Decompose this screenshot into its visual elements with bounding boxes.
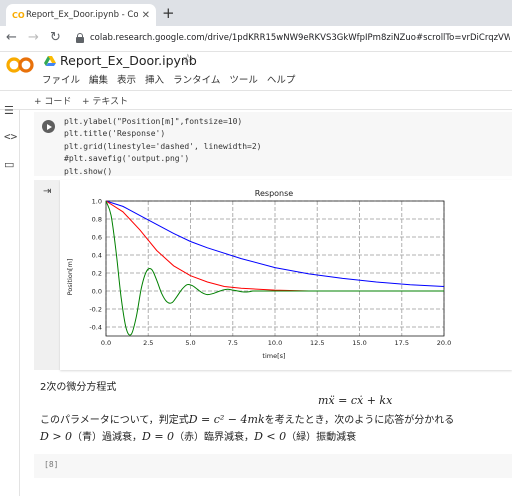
y-tick-label: -0.2 xyxy=(89,305,102,313)
chart-title: Response xyxy=(255,189,294,198)
code-line: plt.grid(linestyle='dashed', linewidth=2… xyxy=(64,141,262,151)
star-icon[interactable]: ☆ xyxy=(182,52,194,67)
md-text: （緑）振動減衰 xyxy=(286,432,357,443)
code-line: #plt.savefig('output.png') xyxy=(64,154,190,164)
menu-view[interactable]: 表示 xyxy=(117,75,137,86)
x-tick-label: 0.0 xyxy=(101,339,111,347)
series-line xyxy=(105,200,444,336)
menu-runtime[interactable]: ランタイム xyxy=(173,75,221,86)
menu-edit[interactable]: 編集 xyxy=(89,75,109,86)
browser-tab-strip: CO Report_Ex_Door.ipynb - Colaborat ✕ + xyxy=(0,0,512,26)
output-gutter xyxy=(34,180,60,370)
code-line: plt.show() xyxy=(64,166,113,176)
menu-insert[interactable]: 挿入 xyxy=(145,75,165,86)
run-cell-icon[interactable] xyxy=(42,120,55,133)
series-line xyxy=(105,200,445,287)
menu-tools[interactable]: ツール xyxy=(229,75,258,86)
menu-help[interactable]: ヘルプ xyxy=(266,75,296,86)
y-tick-label: 0.0 xyxy=(92,287,102,295)
new-tab-icon[interactable]: + xyxy=(162,4,175,22)
notebook-title[interactable]: Report_Ex_Door.ipynb xyxy=(60,53,197,68)
md-text: を考えたとき，次のように応答が分かれる xyxy=(264,415,455,426)
y-tick-label: 0.4 xyxy=(92,251,102,259)
code-line: plt.title('Response') xyxy=(64,129,166,139)
lock-icon xyxy=(76,33,84,43)
browser-toolbar: ← → ↻ colab.research.google.com/drive/1p… xyxy=(0,26,512,52)
code-line: plt.ylabel("Position[m]",fontsize=10) xyxy=(64,117,243,126)
close-tab-icon[interactable]: ✕ xyxy=(141,9,150,21)
md-text: （赤）臨界減衰， xyxy=(174,432,255,443)
md-equation: mẍ = cẋ + kx xyxy=(318,394,393,407)
md-math: D = c² − 4mk xyxy=(188,413,265,426)
output-area xyxy=(60,180,512,370)
code-editor[interactable]: plt.ylabel("Position[m]",fontsize=10) pl… xyxy=(64,116,261,178)
y-tick-label: -0.4 xyxy=(89,323,102,331)
address-bar[interactable]: colab.research.google.com/drive/1pdKRR15… xyxy=(90,33,510,43)
md-text: （青）過減衰， xyxy=(72,432,143,443)
reload-icon[interactable]: ↻ xyxy=(50,30,61,45)
md-math: D = 0 xyxy=(142,430,175,443)
x-tick-label: 15.0 xyxy=(352,339,366,347)
drive-icon xyxy=(44,56,56,66)
md-line-criterion: このパラメータについて，判定式D = c² − 4mkを考えたとき，次のように応… xyxy=(40,411,454,426)
x-tick-label: 12.5 xyxy=(310,339,324,347)
code-cell[interactable]: plt.ylabel("Position[m]",fontsize=10) pl… xyxy=(34,112,512,176)
x-tick-label: 17.5 xyxy=(395,339,409,347)
y-tick-label: 0.8 xyxy=(92,215,102,223)
y-tick-label: 1.0 xyxy=(92,197,102,205)
forward-icon[interactable]: → xyxy=(28,30,39,45)
colab-logo[interactable] xyxy=(6,56,34,74)
md-text: このパラメータについて，判定式 xyxy=(40,415,189,426)
toc-icon[interactable]: ☰ xyxy=(4,104,14,117)
md-heading: 2次の微分方程式 xyxy=(40,382,117,393)
x-tick-label: 2.5 xyxy=(143,339,153,347)
y-tick-label: 0.6 xyxy=(92,233,102,241)
code-cell[interactable] xyxy=(34,454,512,478)
execution-count: [8] xyxy=(44,460,59,469)
command-bar: + コード + テキスト xyxy=(0,90,512,110)
menu-file[interactable]: ファイル xyxy=(42,75,81,86)
x-axis-label: time[s] xyxy=(262,352,285,360)
md-line-cases: D > 0（青）過減衰，D = 0（赤）臨界減衰，D < 0（緑）振動減衰 xyxy=(40,428,356,443)
code-snippets-icon[interactable]: <> xyxy=(4,130,18,143)
md-math: D > 0 xyxy=(40,430,73,443)
files-icon[interactable]: ▭ xyxy=(4,158,15,171)
back-icon[interactable]: ← xyxy=(6,30,17,45)
x-tick-label: 5.0 xyxy=(185,339,195,347)
x-tick-label: 10.0 xyxy=(268,339,282,347)
left-sidebar: ☰ <> ▭ xyxy=(0,104,20,496)
y-tick-label: 0.2 xyxy=(92,269,102,277)
md-math: D < 0 xyxy=(254,430,287,443)
add-text-button[interactable]: + テキスト xyxy=(82,97,129,107)
plot-frame xyxy=(105,200,445,337)
x-tick-label: 7.5 xyxy=(228,339,238,347)
output-icon[interactable]: ⇥ xyxy=(43,186,52,197)
add-code-button[interactable]: + コード xyxy=(34,97,72,107)
menu-bar: ファイル 編集 表示 挿入 ランタイム ツール ヘルプ xyxy=(42,72,295,86)
response-chart: Response time[s] Position[m] 0.0 2.5 5.0 7.… xyxy=(66,189,451,360)
colab-favicon-icon: CO xyxy=(12,10,25,20)
tab-title: Report_Ex_Door.ipynb - Colaborat xyxy=(25,10,138,20)
x-tick-label: 20.0 xyxy=(437,339,451,347)
browser-tab[interactable]: CO Report_Ex_Door.ipynb - Colaborat ✕ xyxy=(6,4,156,26)
y-axis-label: Position[m] xyxy=(66,259,74,296)
